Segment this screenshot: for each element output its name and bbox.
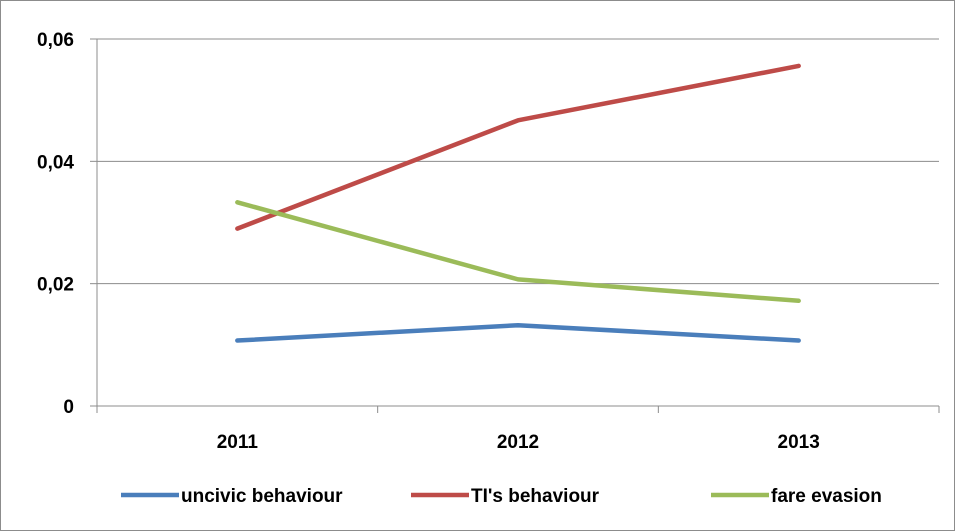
- y-tick-label: 0,06: [37, 30, 74, 51]
- legend-label: uncivic behaviour: [181, 486, 343, 507]
- gridlines: [97, 39, 939, 284]
- legend: uncivic behaviour TI's behaviour fare evas…: [121, 486, 882, 507]
- x-tick-label: 2012: [497, 432, 539, 453]
- legend-label: fare evasion: [771, 486, 882, 507]
- x-tick-label: 2011: [217, 432, 259, 453]
- legend-label: TI's behaviour: [471, 486, 600, 507]
- axes: [90, 39, 939, 413]
- y-tick-label: 0,02: [37, 275, 74, 296]
- x-tick-label: 2013: [778, 432, 820, 453]
- series-lines: [237, 66, 798, 341]
- y-tick-label: 0,04: [37, 152, 74, 173]
- series-line-2: [237, 202, 798, 300]
- series-line-0: [237, 325, 798, 340]
- y-tick-label: 0: [63, 397, 74, 418]
- series-line-1: [237, 66, 798, 229]
- y-axis-tick-labels: 0 0,02 0,04 0,06: [37, 30, 74, 418]
- x-axis-tick-labels: 2011 2012 2013: [217, 432, 820, 453]
